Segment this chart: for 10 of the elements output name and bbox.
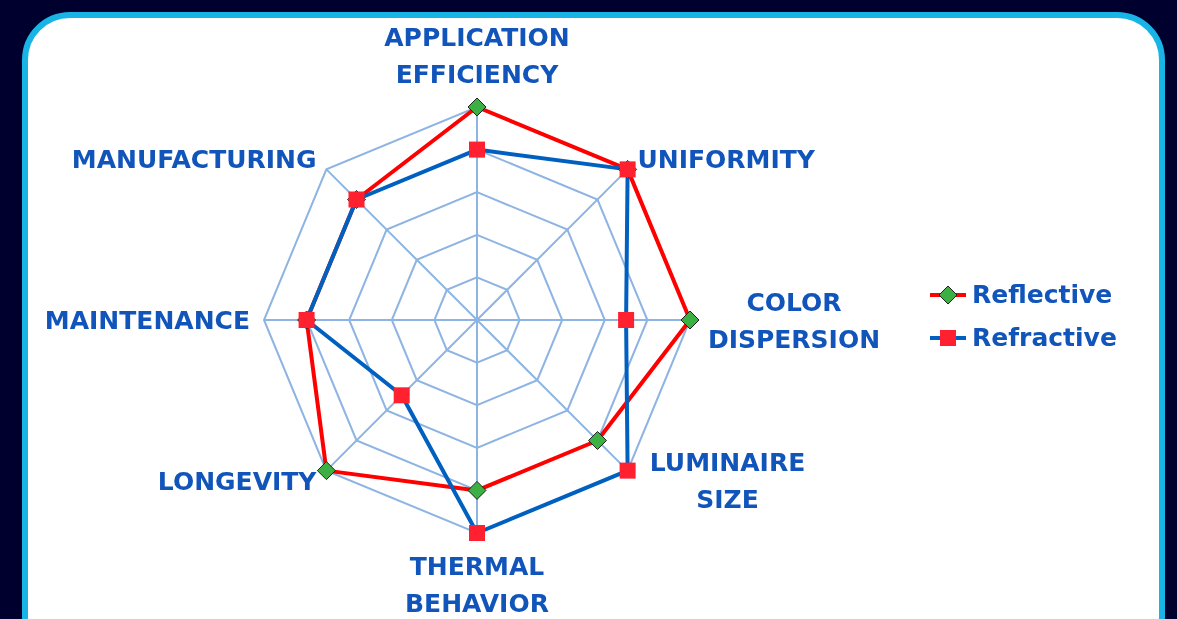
spoke-label: COLOR DISPERSION (707, 287, 881, 354)
spoke-label: UNIFORMITY (637, 145, 816, 175)
spoke-label: MANUFACTURING (71, 145, 317, 175)
spoke-label: LUMINAIRE SIZE (649, 448, 806, 515)
legend-label: Reflective (972, 280, 1113, 309)
spoke-label: APPLICATION EFFICIENCY (384, 23, 570, 89)
spoke-label: THERMAL BEHAVIOR (405, 552, 549, 618)
legend-label: Refractive (972, 323, 1117, 352)
spoke-label: LONGEVITY (157, 466, 318, 496)
spoke-label: MAINTENANCE (44, 306, 250, 335)
